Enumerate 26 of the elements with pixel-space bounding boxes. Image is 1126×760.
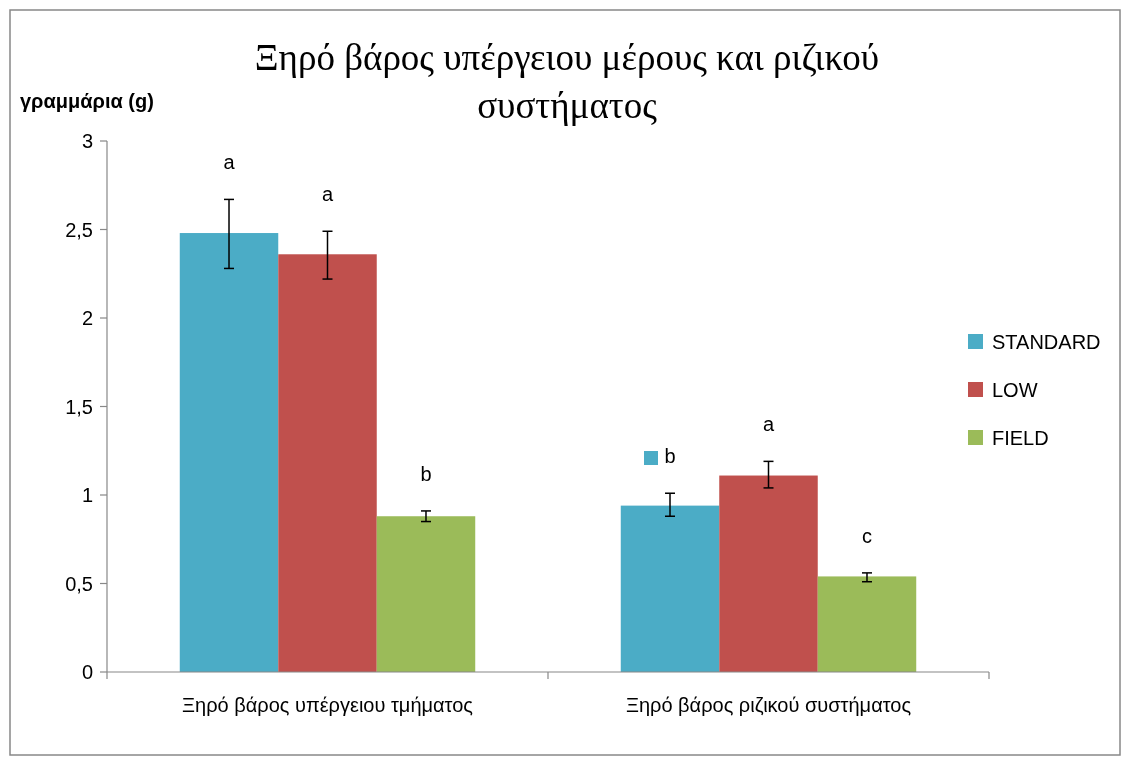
data-label: b: [420, 462, 432, 485]
y-tick-label: 2,5: [65, 218, 93, 241]
bar: [719, 475, 818, 672]
x-tick-label: Ξηρό βάρος ριζικού συστήματος: [625, 694, 912, 716]
x-tick-label: Ξηρό βάρος υπέργειου τμήματος: [182, 694, 474, 716]
bar: [376, 516, 476, 672]
data-label: c: [861, 524, 872, 547]
y-axis-title: γραμμάρια (g): [20, 90, 154, 112]
chart-title: Ξηρό βάρος υπέργειου μέρους και ριζικού συστήματος: [254, 37, 880, 126]
y-tick-label: 1: [81, 484, 93, 506]
y-tick-label: 0: [81, 661, 93, 683]
bar: [278, 254, 377, 672]
data-label: a: [762, 413, 775, 436]
bar: [817, 576, 917, 672]
y-tick-label: 1,5: [65, 395, 93, 418]
legend-label: LOW: [992, 379, 1038, 401]
y-tick-label: 0,5: [65, 572, 93, 595]
y-tick-label: 3: [81, 130, 93, 152]
legend-label: STANDARD: [992, 331, 1101, 353]
data-label: a: [223, 151, 236, 174]
bar: [620, 505, 720, 672]
y-tick-label: 2: [81, 307, 93, 329]
bar: [179, 233, 279, 672]
legend-label: FIELD: [992, 427, 1049, 449]
data-label: a: [321, 183, 334, 206]
data-label: b: [664, 445, 676, 468]
